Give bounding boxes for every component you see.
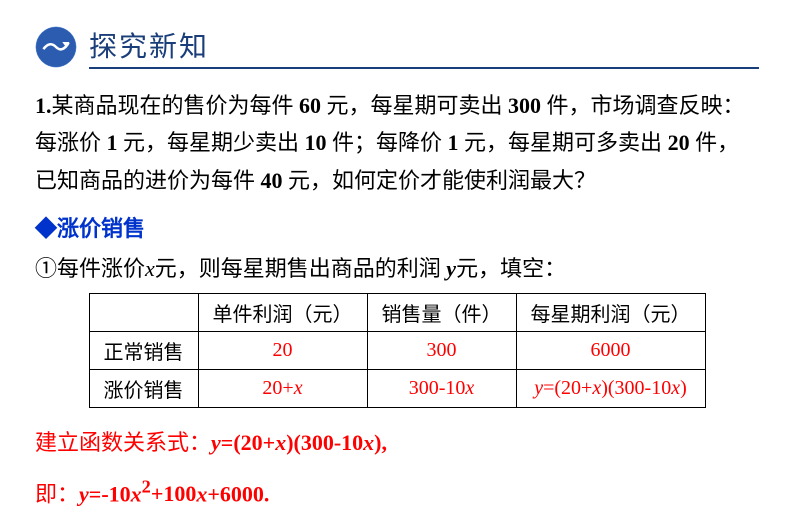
cell-increase-unit: 20+x [198,370,367,408]
profit-table: 单件利润（元） 销售量（件） 每星期利润（元） 正常销售 20 300 6000… [89,293,706,408]
table-header-row: 单件利润（元） 销售量（件） 每星期利润（元） [89,294,705,332]
equation-line-1: 建立函数关系式：y=(20+x)(300-10x), [35,423,759,463]
problem-statement: 1.某商品现在的售价为每件 60 元，每星期可卖出 300 件，市场调查反映：每… [35,87,759,199]
cell-normal-unit: 20 [198,332,367,370]
header-section: 探究新知 [35,25,759,69]
page-title: 探究新知 [89,25,759,69]
table-header-weekly-profit: 每星期利润（元） [516,294,705,332]
section-label: ◆涨价销售 [35,211,759,243]
cell-increase-profit: y=(20+x)(300-10x) [516,370,705,408]
table-row-normal: 正常销售 20 300 6000 [89,332,705,370]
table-header-empty [89,294,198,332]
table-row-increase: 涨价销售 20+x 300-10x y=(20+x)(300-10x) [89,370,705,408]
equation-line-2: 即：y=-10x2+100x+6000. [35,471,759,514]
table-header-sales-qty: 销售量（件） [367,294,516,332]
row-label-normal: 正常销售 [89,332,198,370]
diamond-icon: ◆ [35,216,57,241]
cell-normal-profit: 6000 [516,332,705,370]
subproblem-text: ①每件涨价x元，则每星期售出商品的利润 y元，填空： [35,251,759,283]
table-header-unit-profit: 单件利润（元） [198,294,367,332]
cell-increase-qty: 300-10x [367,370,516,408]
row-label-increase: 涨价销售 [89,370,198,408]
logo-icon [35,26,77,68]
cell-normal-qty: 300 [367,332,516,370]
problem-number: 1. [35,93,52,118]
